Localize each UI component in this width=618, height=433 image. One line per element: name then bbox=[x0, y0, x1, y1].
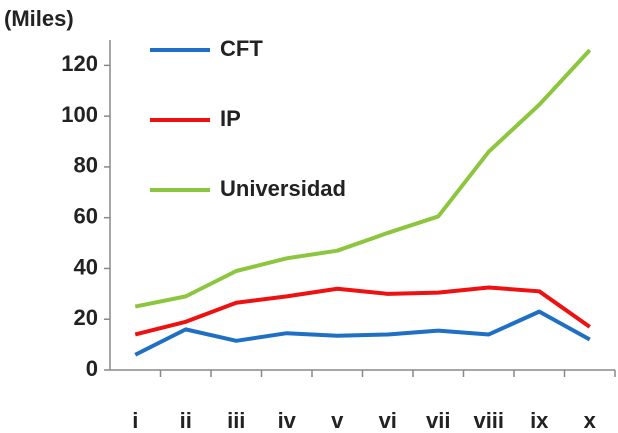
x-tick-label: x bbox=[584, 408, 597, 433]
y-tick-label: 100 bbox=[61, 102, 98, 127]
y-tick-label: 60 bbox=[74, 204, 98, 229]
x-tick-label: ix bbox=[530, 408, 549, 433]
legend-label: CFT bbox=[220, 36, 263, 61]
x-tick-label: viii bbox=[473, 408, 504, 433]
x-tick-label: v bbox=[331, 408, 344, 433]
series-line bbox=[134, 285, 591, 337]
x-tick-label: iii bbox=[227, 408, 245, 433]
series-line bbox=[134, 48, 592, 309]
chart-title: (Miles) bbox=[4, 6, 74, 31]
x-tick-label: i bbox=[132, 408, 138, 433]
x-tick-label: ii bbox=[180, 408, 192, 433]
x-tick-label: vi bbox=[379, 408, 397, 433]
series-line bbox=[134, 309, 591, 357]
legend-label: IP bbox=[220, 106, 241, 131]
y-tick-label: 20 bbox=[74, 305, 98, 330]
y-tick-label: 80 bbox=[74, 153, 98, 178]
legend-label: Universidad bbox=[220, 176, 346, 201]
y-tick-label: 120 bbox=[61, 51, 98, 76]
x-tick-label: vii bbox=[426, 408, 450, 433]
x-tick-label: iv bbox=[278, 408, 297, 433]
y-tick-label: 0 bbox=[86, 356, 98, 381]
y-tick-label: 40 bbox=[74, 254, 98, 279]
